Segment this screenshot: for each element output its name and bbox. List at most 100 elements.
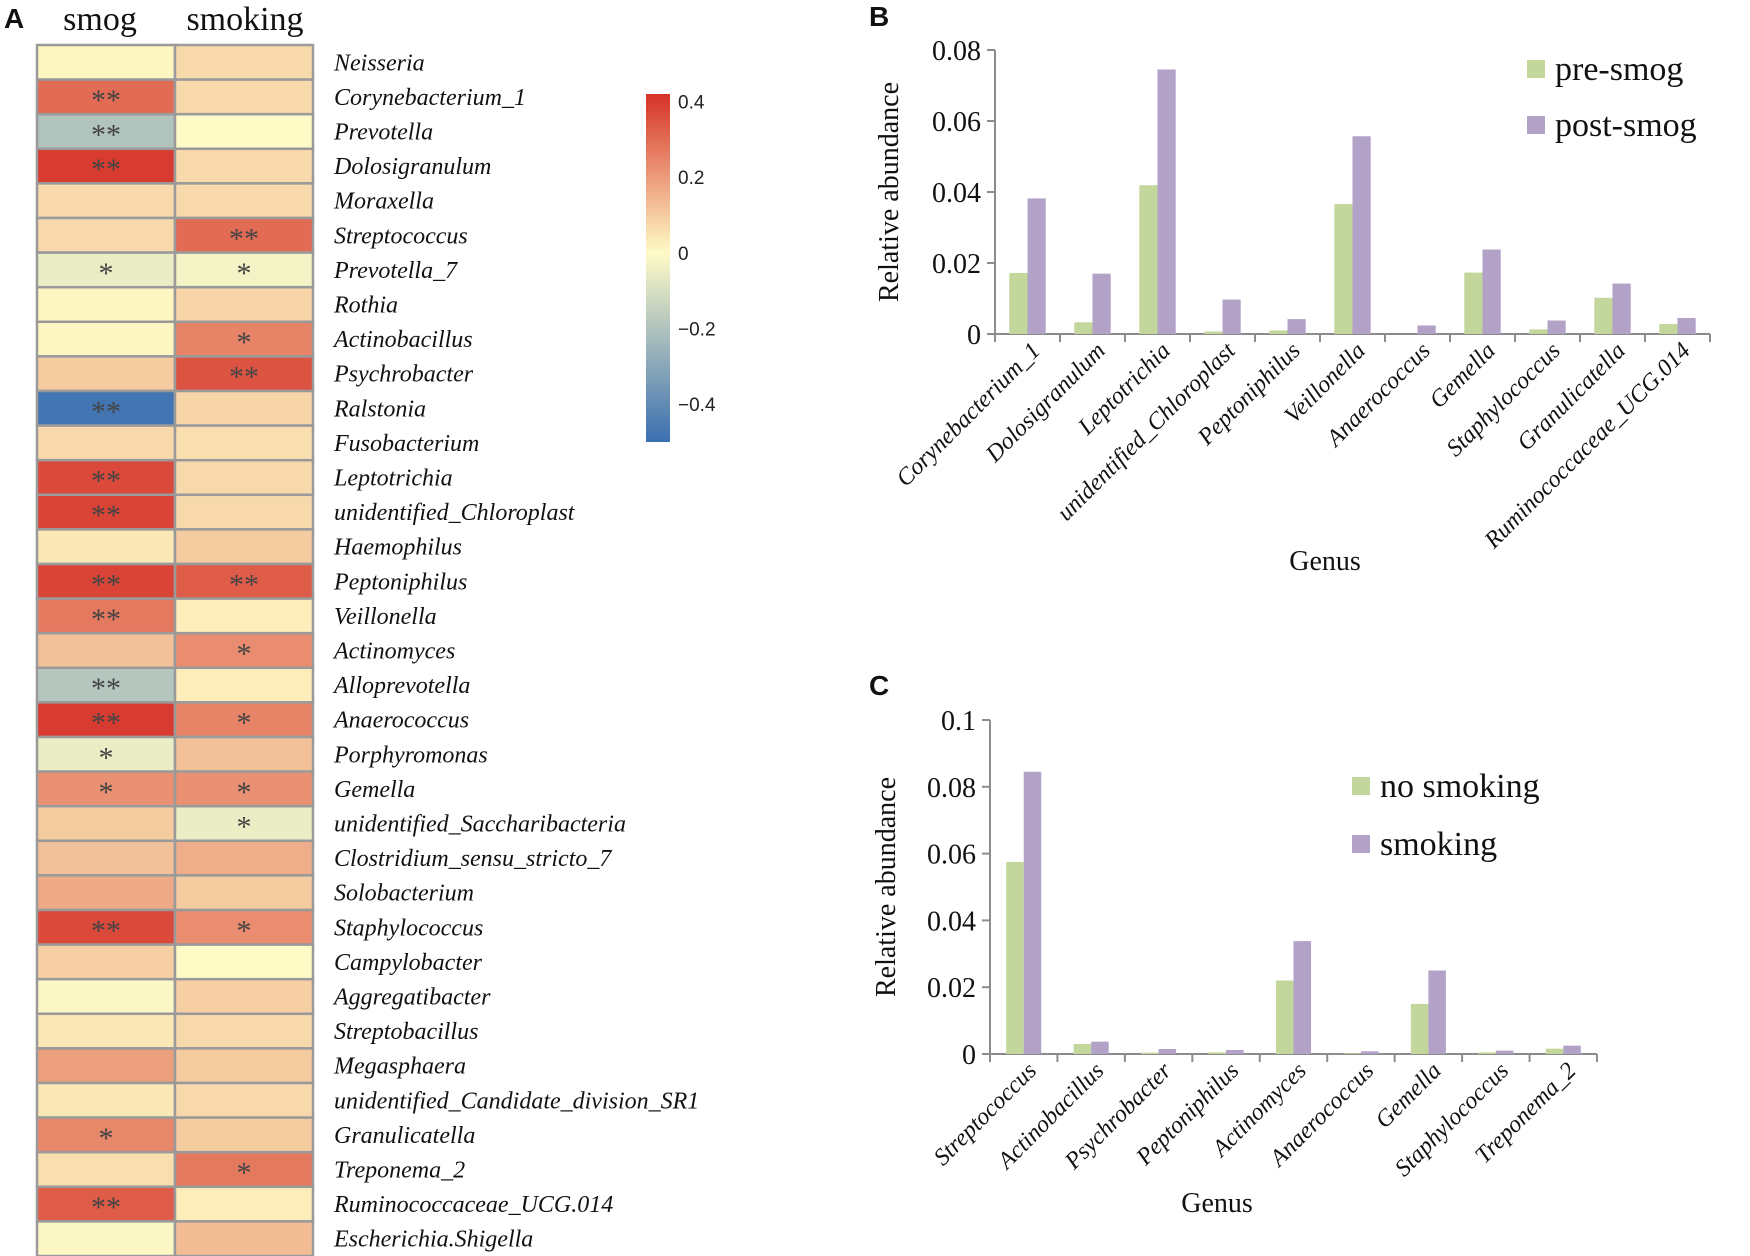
heatmap-row-label: Veillonella <box>334 604 437 630</box>
heatmap-cell-smog <box>35 562 177 600</box>
heatmap-cell-smoking <box>173 147 315 185</box>
heatmap-row-label: Psychrobacter <box>333 362 474 388</box>
heatmap-cell-smog <box>35 908 177 946</box>
bar-post-smog <box>1547 320 1566 334</box>
heatmap-significance-smog: ** <box>91 153 121 186</box>
heatmap-significance-smog: ** <box>91 568 121 601</box>
heatmap-significance-smog: ** <box>91 603 121 636</box>
bar-post-smog <box>1482 249 1501 334</box>
heatmap-row-label: Fusobacterium <box>333 431 479 457</box>
bar-post-smog <box>1352 136 1371 334</box>
heatmap-cell-smoking <box>173 597 315 635</box>
heatmap-cell-smoking <box>173 1012 315 1050</box>
heatmap-row-label: Corynebacterium_1 <box>334 85 526 111</box>
heatmap-row-label: Aggregatibacter <box>332 985 491 1011</box>
heatmap-row-label: unidentified_Saccharibacteria <box>334 812 626 838</box>
y-axis-title: Relative abundance <box>874 82 905 302</box>
x-axis-title: Genus <box>1181 1188 1253 1219</box>
bar-post-smog <box>1092 273 1111 334</box>
heatmap-significance-smoking: * <box>237 776 252 809</box>
bar-post-smog <box>1287 319 1306 334</box>
legend-label: pre-smog <box>1555 51 1683 88</box>
heatmap-cell-smog <box>35 1081 177 1119</box>
heatmap-row-label: Gemella <box>334 777 415 803</box>
heatmap-row-label: Dolosigranulum <box>333 154 491 180</box>
bar-pre-smog <box>1594 297 1613 334</box>
bar-pre-smog <box>1269 330 1288 334</box>
heatmap-row-label: Prevotella_7 <box>333 258 458 284</box>
bar-pre-smog <box>1659 324 1678 334</box>
heatmap-significance-smoking: ** <box>229 568 259 601</box>
heatmap-cell-smog <box>35 839 177 877</box>
heatmap-row-label: unidentified_Chloroplast <box>334 500 576 526</box>
heatmap-cell-smoking <box>173 735 315 773</box>
x-tick-label: Staphylococcus <box>1442 338 1566 462</box>
bar-smoking <box>1360 1051 1379 1054</box>
bar-post-smog <box>1157 69 1176 335</box>
colorbar-tick-label: −0.4 <box>678 395 716 416</box>
heatmap-cell-smog <box>35 1220 177 1256</box>
heatmap-cell-smoking <box>173 874 315 912</box>
heatmap-significance-smoking: * <box>237 638 252 671</box>
bar-pre-smog <box>1139 185 1158 334</box>
y-tick-label: 0.08 <box>927 773 976 804</box>
bar-pre-smog <box>1009 272 1028 334</box>
heatmap-row-label: Prevotella <box>333 120 433 146</box>
bar-no-smoking <box>1141 1052 1159 1054</box>
heatmap-cell-smoking <box>173 908 315 946</box>
heatmap-significance-smog: ** <box>91 395 121 428</box>
chart-c: 00.020.040.060.080.1StreptococcusActinob… <box>871 706 1598 1219</box>
heatmap-cell-smog <box>35 182 177 220</box>
heatmap-row-label: Clostridium_sensu_stricto_7 <box>334 846 612 872</box>
heatmap-cell-smoking <box>173 251 315 289</box>
colorbar-tick-label: 0.4 <box>678 93 705 114</box>
heatmap-row-label: Megasphaera <box>333 1054 466 1080</box>
y-tick-label: 0.04 <box>927 906 976 937</box>
y-tick-label: 0.02 <box>932 249 981 280</box>
heatmap-row-label: Solobacterium <box>334 881 474 907</box>
y-tick-label: 0.06 <box>927 840 976 871</box>
heatmap-cell-smoking <box>173 78 315 116</box>
heatmap-cell-smog <box>35 1150 177 1189</box>
heatmap-cell-smog <box>35 804 177 843</box>
heatmap-significance-smoking: * <box>237 257 252 290</box>
heatmap-cell-smoking <box>173 1116 315 1154</box>
heatmap-significance-smoking: * <box>237 707 252 740</box>
heatmap-cell-smoking <box>173 1185 315 1223</box>
heatmap-cell-smoking <box>173 285 315 324</box>
heatmap-row-label: Haemophilus <box>333 535 462 561</box>
heatmap-significance-smoking: * <box>237 326 252 359</box>
heatmap-row-label: Neisseria <box>333 50 425 76</box>
bar-no-smoking <box>1006 861 1024 1054</box>
bar-smoking <box>1226 1049 1244 1054</box>
heatmap-cell-smoking <box>173 804 315 843</box>
legend-swatch <box>1352 777 1370 795</box>
colorbar-tick-label: 0.2 <box>678 168 704 189</box>
heatmap-significance-smoking: * <box>237 811 252 844</box>
bar-pre-smog <box>1204 331 1223 334</box>
legend-label: no smoking <box>1380 768 1540 805</box>
heatmap-row-label: unidentified_Candidate_division_SR1 <box>334 1088 699 1114</box>
colorbar <box>646 94 670 442</box>
heatmap-cell-smoking <box>173 839 315 877</box>
bar-no-smoking <box>1343 1053 1361 1054</box>
heatmap-cell-smog <box>35 874 177 912</box>
heatmap-cell-smoking <box>173 1081 315 1119</box>
bar-post-smog <box>1677 318 1696 334</box>
heatmap-cell-smog <box>35 701 177 739</box>
y-tick-label: 0.1 <box>941 706 976 737</box>
heatmap-significance-smog: ** <box>91 465 121 498</box>
heatmap-cell-smog <box>35 458 177 497</box>
bar-post-smog <box>1417 325 1436 334</box>
y-axis-title: Relative abundance <box>871 777 902 997</box>
heatmap-cell-smog <box>35 631 177 670</box>
bar-smoking <box>1023 771 1042 1054</box>
heatmap-significance-smoking: ** <box>229 361 259 394</box>
legend-swatch <box>1527 60 1545 78</box>
bar-smoking <box>1091 1041 1109 1054</box>
heatmap-cell-smoking <box>173 666 315 704</box>
heatmap-cell-smoking <box>173 528 315 566</box>
heatmap-cell-smog <box>35 355 177 393</box>
heatmap-significance-smog: * <box>99 741 114 774</box>
heatmap-cell-smog <box>35 770 177 808</box>
